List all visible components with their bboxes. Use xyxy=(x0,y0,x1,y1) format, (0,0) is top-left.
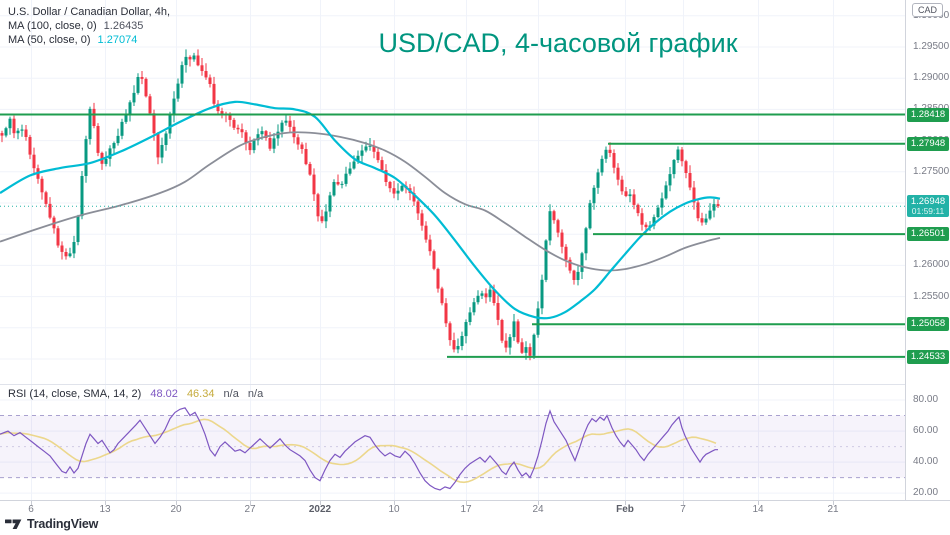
tradingview-attribution[interactable]: TradingView xyxy=(5,517,98,531)
time-tick-label: Feb xyxy=(616,504,634,515)
rsi-sma-value: 46.34 xyxy=(186,388,215,400)
time-tick-label: 27 xyxy=(244,504,256,515)
time-tick-mark xyxy=(466,501,467,505)
level-price-label: 1.24533 xyxy=(907,350,949,364)
rsi-tick-label: 40.00 xyxy=(913,456,939,467)
price-tick-label: 1.27500 xyxy=(913,166,950,177)
time-tick-mark xyxy=(683,501,684,505)
time-tick-label: 21 xyxy=(827,504,839,515)
price-tick-label: 1.26000 xyxy=(913,259,950,270)
time-tick-label: 2022 xyxy=(308,504,332,515)
ma100-value: 1.26435 xyxy=(103,20,144,32)
rsi-tick-label: 80.00 xyxy=(913,394,939,405)
time-tick-label: 17 xyxy=(460,504,472,515)
rsi-value: 48.02 xyxy=(150,388,178,400)
ma50-label: MA (50, close, 0) xyxy=(8,34,91,46)
tradingview-logo-icon xyxy=(5,519,22,529)
level-price-label: 1.28418 xyxy=(907,108,949,122)
last-price-label: 1.26948 01:59:11 xyxy=(907,195,949,217)
time-tick-mark xyxy=(105,501,106,505)
rsi-line xyxy=(0,407,718,491)
time-tick-mark xyxy=(394,501,395,505)
bar-countdown: 01:59:11 xyxy=(911,206,945,216)
level-price-label: 1.25058 xyxy=(907,317,949,331)
ma50-value: 1.27074 xyxy=(97,34,138,46)
tradingview-brand-text: TradingView xyxy=(27,517,99,531)
time-tick-mark xyxy=(758,501,759,505)
time-tick-label: 14 xyxy=(752,504,764,515)
price-axis[interactable]: CAD 1.300001.295001.290001.285001.280001… xyxy=(905,0,950,516)
time-tick-label: 20 xyxy=(170,504,182,515)
price-tick-label: 1.29000 xyxy=(913,72,950,83)
time-tick-label: 10 xyxy=(388,504,400,515)
rsi-na-value-2: n/a xyxy=(247,388,264,400)
rsi-label: RSI (14, close, SMA, 14, 2) xyxy=(8,388,142,400)
symbol-legend[interactable]: U.S. Dollar / Canadian Dollar, 4h, MA (1… xyxy=(8,5,170,47)
rsi-na-value-1: n/a xyxy=(223,388,239,400)
last-price-value: 1.26948 xyxy=(910,196,946,207)
chart-annotation-title: USD/CAD, 4-часовой график xyxy=(378,28,738,58)
level-price-label: 1.27948 xyxy=(907,137,949,151)
time-tick-label: 24 xyxy=(532,504,544,515)
time-tick-mark xyxy=(538,501,539,505)
time-tick-label: 6 xyxy=(28,504,34,515)
price-tick-label: 1.29500 xyxy=(913,41,950,52)
rsi-tick-label: 20.00 xyxy=(913,487,939,498)
time-tick-label: 7 xyxy=(680,504,686,515)
symbol-title[interactable]: U.S. Dollar / Canadian Dollar, 4h, xyxy=(8,6,171,18)
candlestick-series xyxy=(0,49,720,361)
ma100-legend-row[interactable]: MA (100, close, 0) 1.26435 xyxy=(8,19,170,33)
time-tick-label: 13 xyxy=(99,504,111,515)
price-tick-label: 1.25500 xyxy=(913,291,950,302)
time-tick-mark xyxy=(833,501,834,505)
time-tick-mark xyxy=(625,501,626,505)
ma100-line xyxy=(0,131,721,272)
time-axis[interactable]: 6 13 20 27 2022 10 17 24 Feb 7 14 21 xyxy=(0,500,950,517)
time-tick-mark xyxy=(320,501,321,505)
rsi-tick-label: 60.00 xyxy=(913,425,939,436)
time-tick-mark xyxy=(250,501,251,505)
time-tick-mark xyxy=(176,501,177,505)
ma50-line xyxy=(0,100,721,320)
time-tick-mark xyxy=(31,501,32,505)
ma50-legend-row[interactable]: MA (50, close, 0) 1.27074 xyxy=(8,33,170,47)
rsi-legend-row[interactable]: RSI (14, close, SMA, 14, 2) 48.02 46.34 … xyxy=(8,388,263,400)
level-price-label: 1.26501 xyxy=(907,227,949,241)
ma100-label: MA (100, close, 0) xyxy=(8,20,97,32)
rsi-sma-line xyxy=(0,418,717,484)
currency-badge: CAD xyxy=(912,3,944,17)
chart-plot-area[interactable] xyxy=(0,0,905,500)
